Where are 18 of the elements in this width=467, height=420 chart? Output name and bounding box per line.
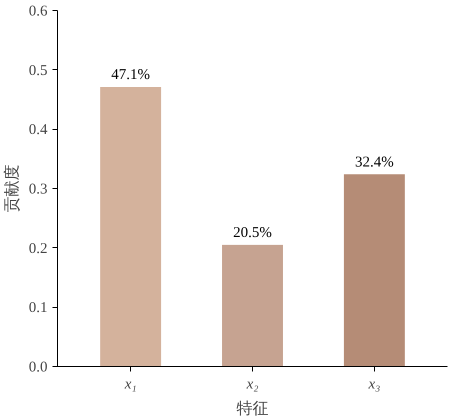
data-label: 32.4% xyxy=(355,154,394,170)
y-tick-label: 0.2 xyxy=(28,240,48,257)
x-axis-title: 特征 xyxy=(236,400,268,418)
x-tick-label: x₃ xyxy=(367,376,380,392)
y-tick-label: 0.5 xyxy=(28,62,48,79)
x-tick-label: x₁ xyxy=(124,376,137,392)
y-tick-label: 0.1 xyxy=(28,300,48,316)
data-label: 20.5% xyxy=(233,224,272,241)
bar xyxy=(100,87,162,366)
y-tick-label: 0.6 xyxy=(28,4,48,20)
y-axis-title: 贡献度 xyxy=(2,164,21,212)
y-tick-label: 0.3 xyxy=(28,182,48,198)
data-label: 47.1% xyxy=(111,67,150,84)
y-tick-label: 0.0 xyxy=(28,360,48,376)
bar xyxy=(222,244,283,366)
bar xyxy=(344,174,405,366)
x-tick-label: x₂ xyxy=(246,376,258,392)
y-tick-label: 0.4 xyxy=(28,122,48,138)
